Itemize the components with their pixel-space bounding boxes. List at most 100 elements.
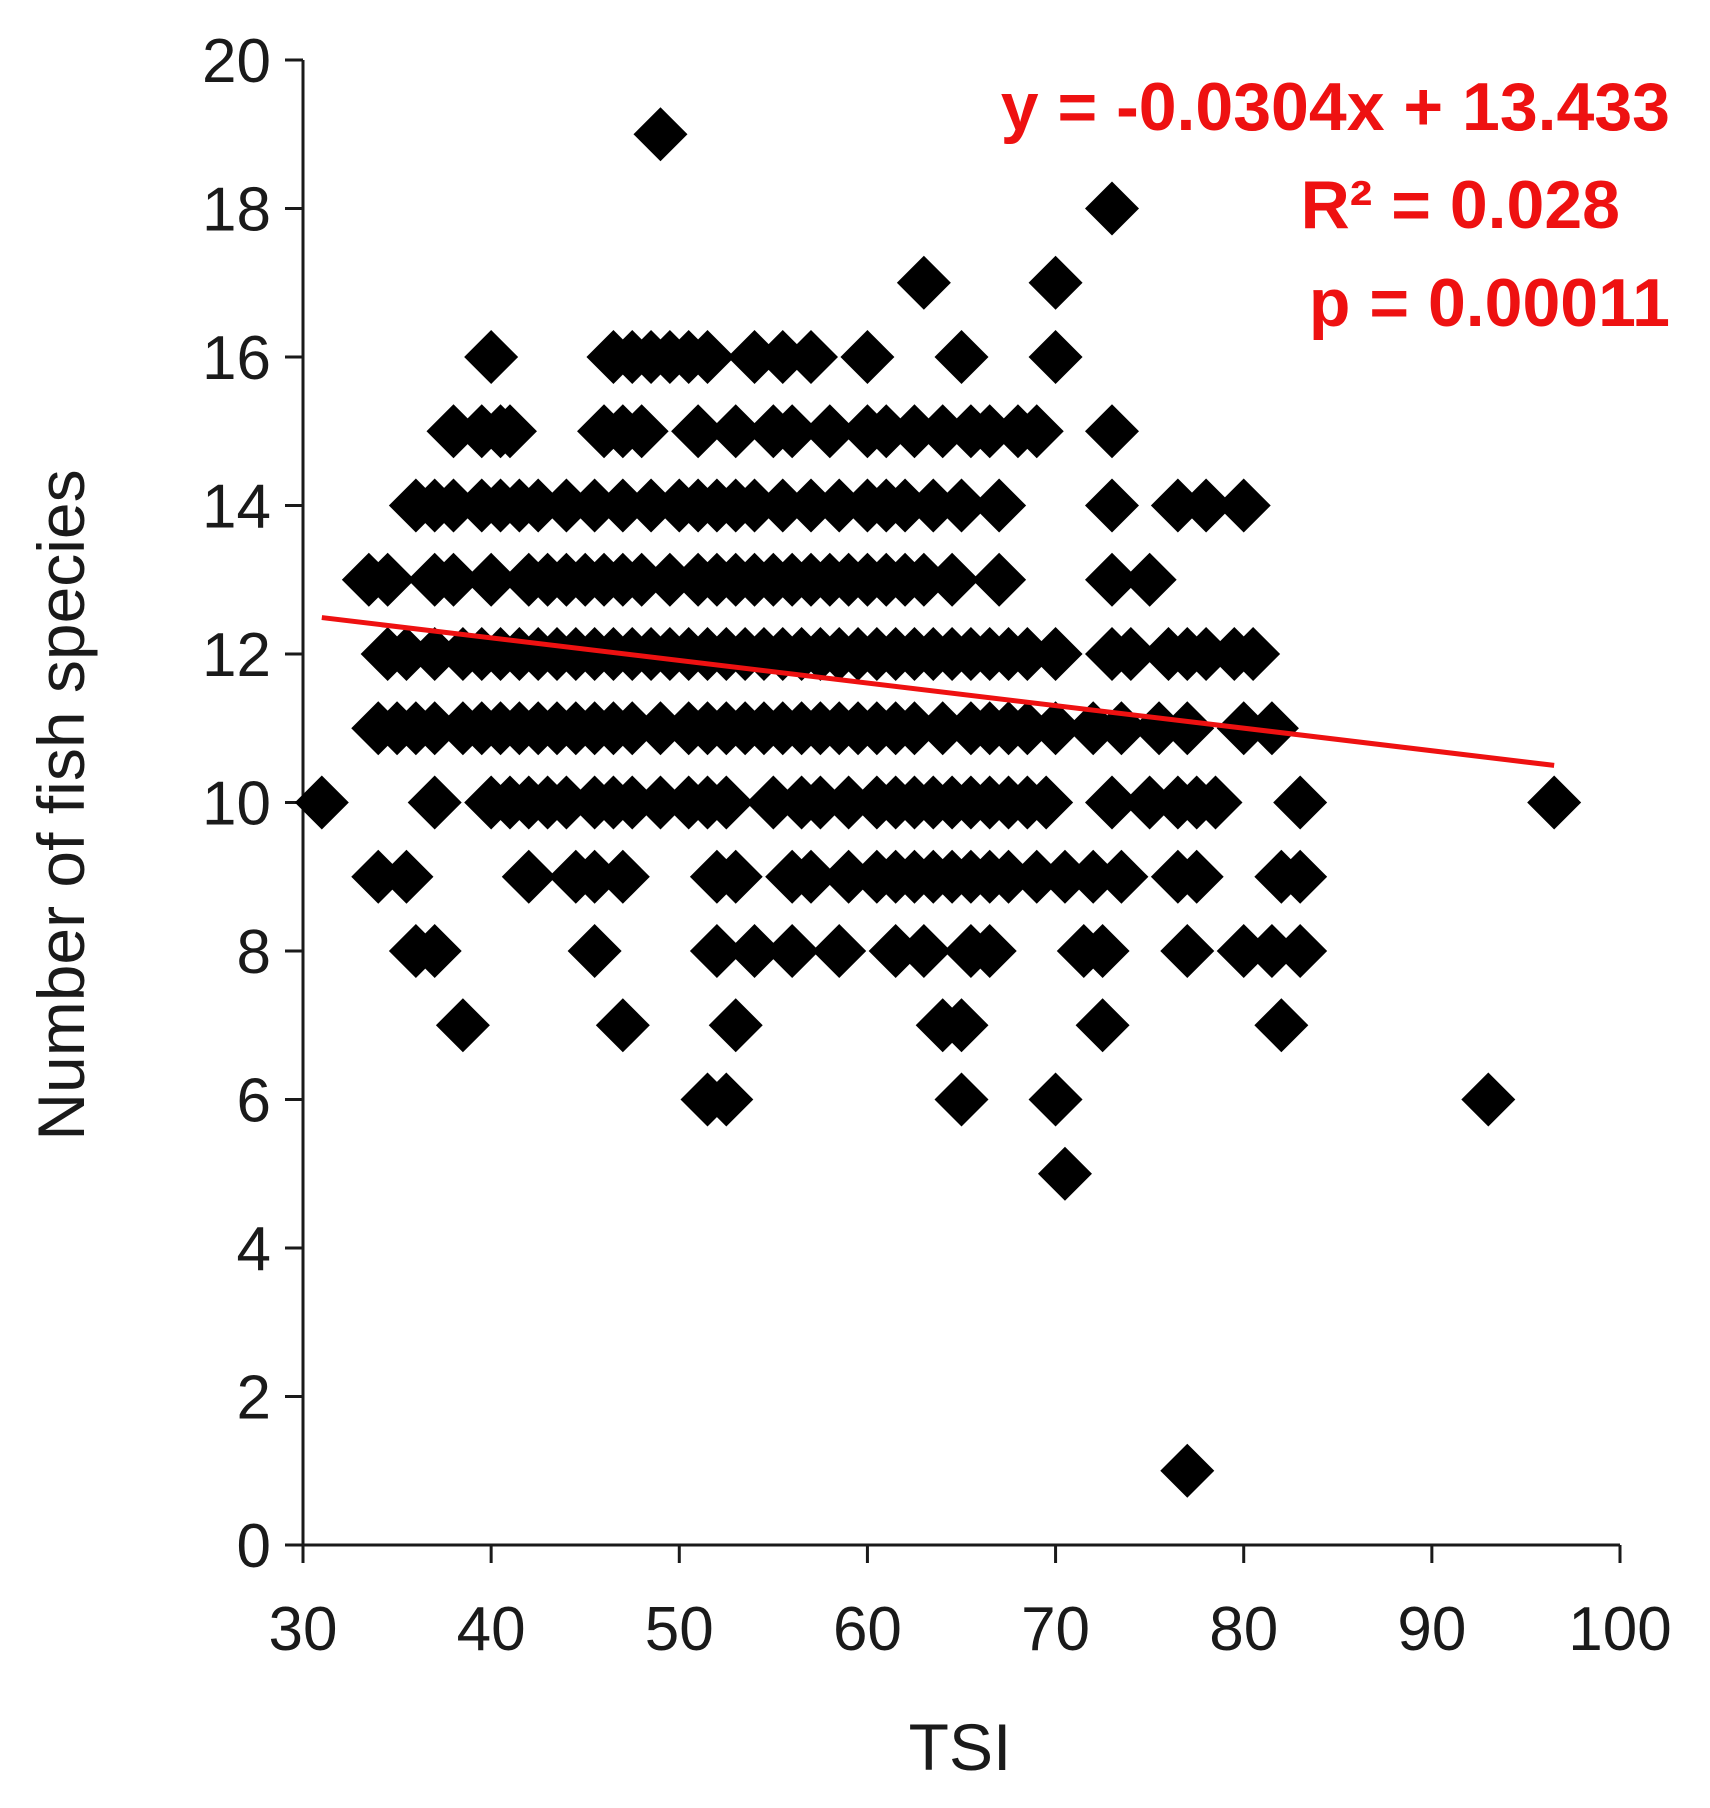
data-point	[1028, 330, 1083, 384]
data-point	[680, 330, 735, 384]
data-point	[1160, 701, 1215, 756]
data-point	[633, 775, 688, 830]
data-point	[699, 1072, 754, 1127]
data-point	[605, 701, 660, 756]
data-point	[934, 478, 989, 533]
data-point	[351, 849, 406, 904]
data-point	[633, 107, 688, 162]
data-point	[1527, 775, 1582, 830]
data-point	[464, 552, 519, 607]
y-axis-title: Number of fish species	[24, 469, 98, 1140]
data-point	[821, 775, 876, 830]
data-point	[934, 998, 989, 1053]
data-point	[981, 849, 1036, 904]
data-point	[708, 404, 763, 459]
data-point	[887, 404, 942, 459]
data-point	[1169, 849, 1224, 904]
data-point	[896, 924, 951, 978]
data-point	[755, 330, 810, 384]
data-point	[1216, 924, 1271, 978]
data-point	[1085, 552, 1140, 607]
data-points	[294, 107, 1582, 1498]
data-point	[962, 404, 1017, 459]
data-point	[1009, 849, 1064, 904]
data-point	[1122, 775, 1177, 830]
data-point	[1037, 849, 1092, 904]
data-point	[1226, 627, 1281, 681]
data-point	[915, 404, 970, 459]
data-point	[746, 775, 801, 830]
data-point	[906, 478, 961, 533]
data-point	[962, 924, 1017, 978]
data-point	[1188, 775, 1243, 830]
data-point	[642, 552, 697, 607]
r-squared-label: R² = 0.028	[1301, 167, 1620, 243]
data-point	[708, 998, 763, 1053]
y-tick-label: 10	[202, 770, 271, 839]
x-tick-label: 100	[1568, 1595, 1671, 1664]
data-point	[1066, 849, 1121, 904]
data-point	[689, 924, 744, 978]
data-point	[407, 775, 462, 830]
x-tick-label: 60	[833, 1595, 902, 1664]
data-point	[605, 775, 660, 830]
data-point	[595, 849, 650, 904]
data-point	[501, 849, 556, 904]
data-point	[1244, 701, 1299, 756]
data-point	[633, 701, 688, 756]
data-point	[614, 552, 669, 607]
data-point	[511, 478, 566, 533]
data-point	[1150, 478, 1205, 533]
data-point	[567, 478, 622, 533]
y-tick-label: 12	[202, 621, 271, 690]
data-point	[1085, 404, 1140, 459]
x-tick-label: 70	[1021, 1595, 1090, 1664]
data-point	[1160, 1443, 1215, 1498]
data-point	[727, 924, 782, 978]
data-point	[595, 998, 650, 1053]
y-tick-label: 16	[202, 324, 271, 393]
data-point	[699, 775, 754, 830]
y-tick-label: 0	[237, 1512, 271, 1581]
data-point	[755, 478, 810, 533]
data-point	[1122, 552, 1177, 607]
data-point	[821, 849, 876, 904]
data-point	[1028, 701, 1083, 756]
data-point	[1085, 478, 1140, 533]
data-point	[802, 404, 857, 459]
tick-labels: 0 2 4 6 8 10 12 14 16 18 20 30 40 50 60 70 80 90 100	[202, 27, 1672, 1664]
data-point	[1028, 255, 1083, 310]
data-point	[1075, 924, 1130, 978]
data-point	[426, 404, 481, 459]
data-point	[539, 775, 594, 830]
data-point	[727, 330, 782, 384]
data-point	[1000, 627, 1055, 681]
data-point	[426, 478, 481, 533]
data-point	[567, 849, 622, 904]
x-axis-title: TSI	[909, 1710, 1012, 1784]
data-point	[925, 552, 980, 607]
data-point	[783, 478, 838, 533]
x-tick-label: 40	[457, 1595, 526, 1664]
data-point	[1009, 404, 1064, 459]
data-point	[294, 775, 349, 830]
data-point	[482, 404, 537, 459]
data-point	[1094, 849, 1149, 904]
data-point	[793, 775, 848, 830]
data-point	[868, 924, 923, 978]
x-tick-label: 50	[645, 1595, 714, 1664]
data-point	[1037, 1146, 1092, 1201]
data-point	[671, 404, 726, 459]
x-tick-label: 80	[1209, 1595, 1278, 1664]
data-point	[407, 701, 462, 756]
data-point	[614, 404, 669, 459]
data-point	[1179, 478, 1234, 533]
data-point	[379, 849, 434, 904]
p-value-label: p = 0.00011	[1309, 265, 1670, 341]
data-point	[896, 552, 951, 607]
data-point	[859, 404, 914, 459]
y-tick-label: 2	[237, 1364, 271, 1433]
data-point	[407, 627, 462, 681]
